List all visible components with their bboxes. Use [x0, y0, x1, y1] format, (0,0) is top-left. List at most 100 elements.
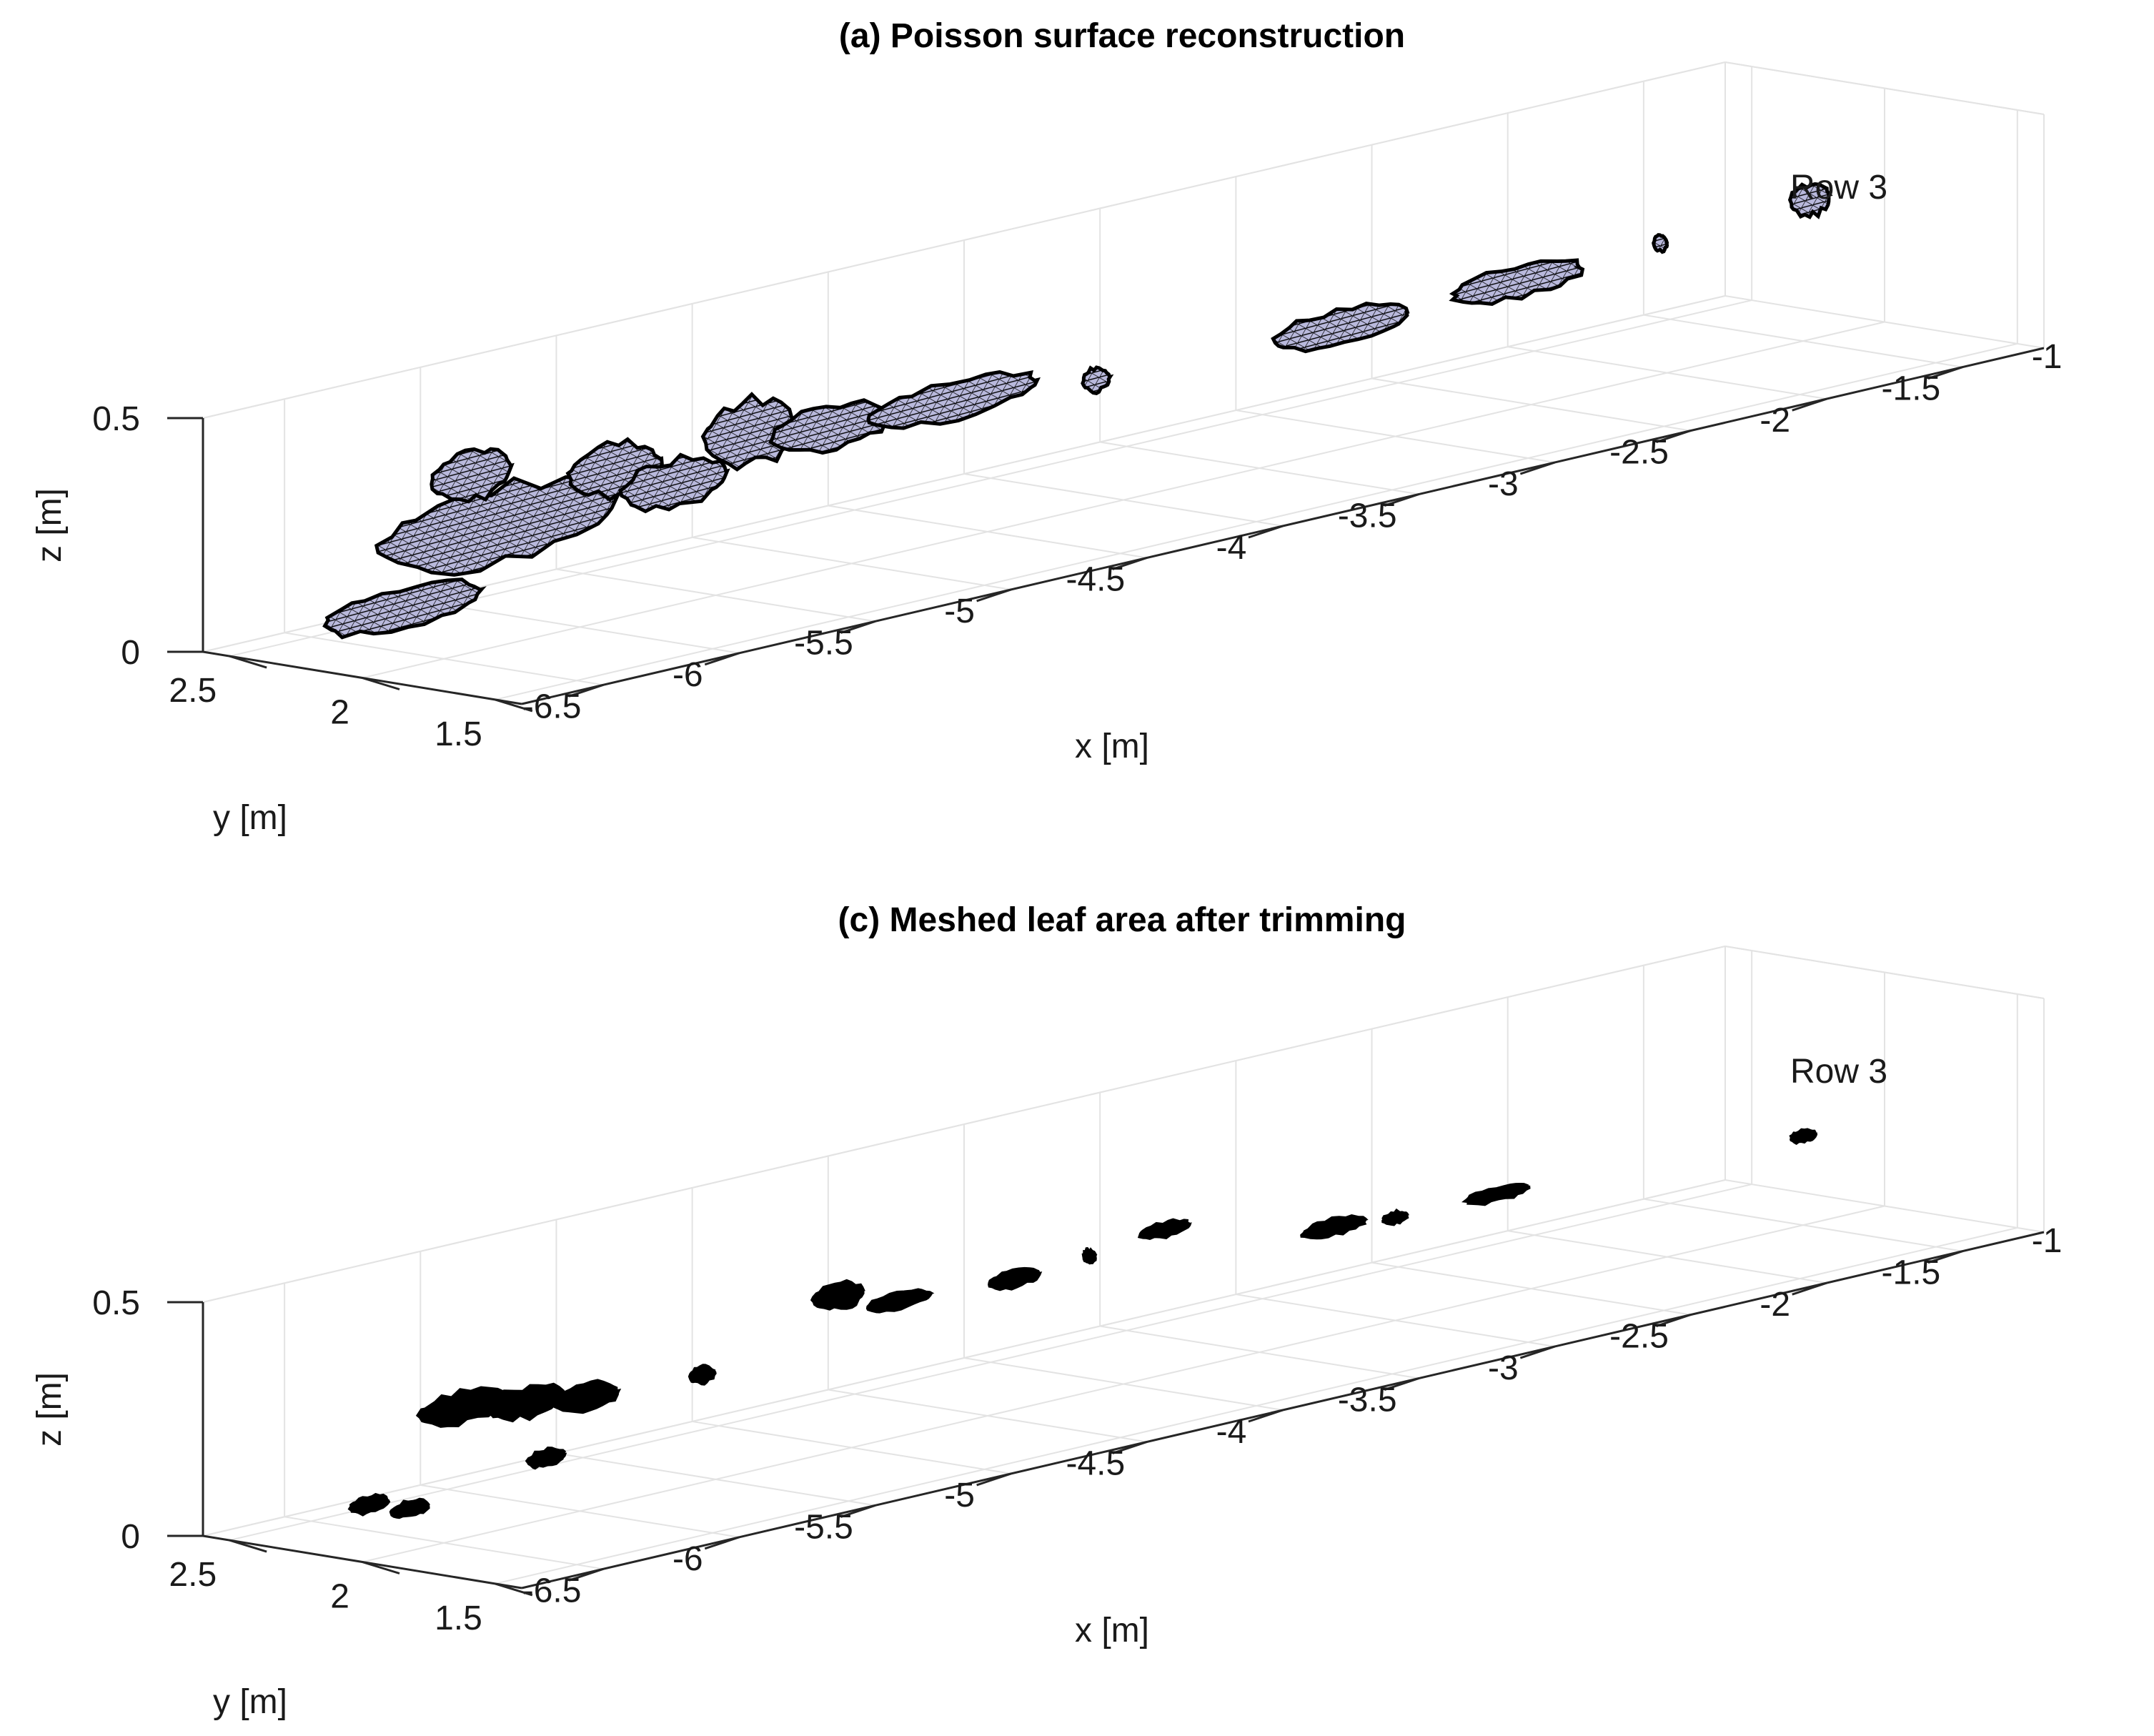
- leaf-patch: [525, 1446, 567, 1470]
- x-tick-mark: [704, 652, 740, 666]
- leaf-patch: [1461, 1182, 1531, 1206]
- x-tick-mark: [1248, 525, 1284, 539]
- x-tick-mark: [1384, 493, 1419, 507]
- x-tick-label: -2: [1760, 402, 1790, 440]
- y-tick-mark: [229, 1539, 267, 1553]
- chart-title: (c) Meshed leaf area after trimming: [838, 901, 1406, 939]
- leaf-patch: [485, 1382, 565, 1423]
- grid-line: [1724, 295, 2045, 349]
- annotation-row-label: Row 3: [1790, 1053, 1887, 1091]
- x-tick-label: -4.5: [1066, 1444, 1125, 1482]
- grid-line: [229, 1184, 1752, 1542]
- leaf-patch: [1081, 365, 1114, 396]
- y-tick-label: 2.5: [169, 672, 217, 710]
- y-tick-label: 1.5: [435, 1599, 482, 1637]
- y-tick-label: 2.5: [169, 1556, 217, 1594]
- z-tick-label: 0: [121, 634, 140, 672]
- leaf-patch: [1300, 1214, 1369, 1240]
- y-tick-mark: [362, 1561, 400, 1574]
- plot-area: [347, 1128, 1818, 1519]
- chart-title: (a) Poisson surface reconstruction: [839, 17, 1405, 55]
- grid-line: [1724, 1179, 2045, 1233]
- y-axis-label: y [m]: [213, 799, 287, 837]
- x-tick-mark: [568, 683, 604, 698]
- leaf-patch: [1652, 233, 1669, 254]
- x-tick-label: -4.5: [1066, 560, 1125, 598]
- x-tick-mark: [1519, 461, 1555, 475]
- x-tick-mark: [976, 588, 1012, 602]
- y-tick-mark: [229, 655, 267, 669]
- y-tick-mark: [495, 1582, 533, 1597]
- x-tick-mark: [1112, 557, 1148, 570]
- x-tick-label: -3: [1488, 1349, 1519, 1387]
- grid-line: [495, 1226, 2018, 1584]
- x-tick-label: -3.5: [1338, 497, 1397, 535]
- grid-line: [229, 299, 1752, 658]
- x-tick-label: -5.5: [794, 624, 853, 662]
- x-tick-label: -2: [1760, 1286, 1790, 1324]
- leaf-patch: [552, 1379, 622, 1414]
- x-tick-label: -5: [944, 1477, 975, 1514]
- x-tick-label: -1.5: [1882, 1254, 1941, 1292]
- x-tick-label: -6: [672, 1540, 703, 1578]
- x-axis-label: x [m]: [1075, 728, 1149, 765]
- x-tick-mark: [568, 1567, 604, 1582]
- y-tick-label: 1.5: [435, 715, 482, 753]
- x-tick-label: -6.5: [522, 688, 582, 725]
- y-tick-mark: [495, 698, 533, 713]
- y-tick-mark: [362, 677, 400, 690]
- box-edge: [202, 61, 1726, 419]
- leaf-patch: [1271, 302, 1410, 354]
- grid-line: [495, 342, 2018, 700]
- x-tick-label: -2.5: [1609, 434, 1669, 472]
- grid-line: [362, 1205, 1885, 1563]
- box-edge: [1724, 946, 2045, 999]
- x-tick-mark: [1656, 430, 1692, 444]
- grid-lines: [202, 946, 2045, 1584]
- x-tick-label: -4: [1216, 529, 1247, 567]
- leaf-patch: [866, 369, 1041, 430]
- box-edge: [202, 1179, 1726, 1537]
- x-tick-label: -6.5: [522, 1572, 582, 1609]
- leaf-patch: [768, 398, 895, 455]
- leaf-patch: [700, 392, 800, 472]
- x-tick-label: -5.5: [794, 1508, 853, 1546]
- x-tick-label: -3.5: [1338, 1382, 1397, 1419]
- x-tick-mark: [1384, 1377, 1419, 1391]
- x-tick-mark: [1112, 1441, 1148, 1454]
- box-edge: [202, 946, 1726, 1303]
- x-tick-label: -2.5: [1609, 1318, 1669, 1356]
- x-tick-label: -6: [672, 656, 703, 694]
- z-axis-label: z [m]: [31, 1372, 69, 1447]
- leaf-patch: [347, 1492, 391, 1517]
- leaf-patch: [415, 1386, 513, 1428]
- z-tick-label: 0: [121, 1518, 140, 1556]
- z-tick-label: 0.5: [92, 1284, 140, 1322]
- leaf-patch: [688, 1364, 717, 1386]
- z-tick-label: 0.5: [92, 400, 140, 438]
- leaf-patch: [1787, 182, 1833, 219]
- chart-panel-c: -6.5 -6 -5.5 -5 -4.5 -4 -3.5 -3 -2.5 -2 -1.5 -1 1.5 2…: [31, 901, 2062, 1721]
- x-tick-mark: [1792, 397, 1827, 412]
- y-tick-label: 2: [330, 1578, 349, 1616]
- x-tick-mark: [976, 1472, 1012, 1487]
- x-tick-mark: [1248, 1409, 1284, 1423]
- leaf-patch: [1381, 1208, 1409, 1226]
- grid-lines: [202, 61, 2045, 700]
- x-tick-mark: [840, 1504, 875, 1518]
- y-axis-label: y [m]: [213, 1683, 287, 1721]
- x-tick-label: -3: [1488, 465, 1519, 503]
- x-tick-label: -1.5: [1882, 370, 1941, 408]
- leaf-patch: [988, 1266, 1043, 1291]
- plot-area: [322, 182, 1833, 640]
- grid-line: [362, 321, 1885, 679]
- leaf-patch: [810, 1279, 865, 1311]
- tick-labels: -6.5 -6 -5.5 -5 -4.5 -4 -3.5 -3 -2.5 -2 -1.5 -1 1.5 2…: [92, 1222, 2062, 1637]
- x-tick-mark: [840, 620, 875, 634]
- leaf-patch: [1449, 258, 1585, 306]
- annotation-row-label: Row 3: [1790, 169, 1887, 207]
- x-tick-mark: [1519, 1345, 1555, 1359]
- x-tick-label: -4: [1216, 1413, 1247, 1451]
- box-edge: [1724, 61, 2045, 115]
